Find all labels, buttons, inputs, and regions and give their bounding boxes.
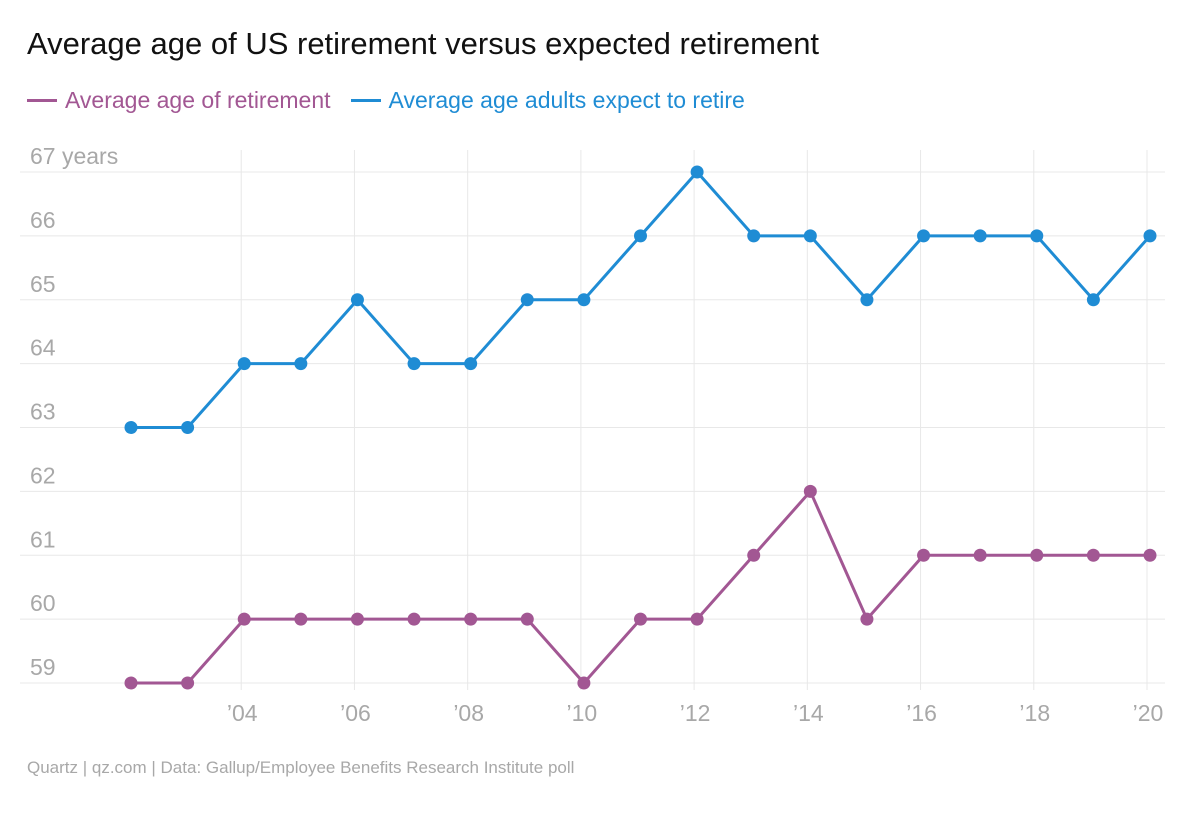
- data-point-series-1: [1143, 548, 1157, 562]
- x-tick-label: ’20: [1133, 700, 1164, 726]
- x-tick-label: ’10: [567, 700, 598, 726]
- chart-legend: Average age of retirement Average age ad…: [27, 87, 765, 114]
- data-point-series-1: [350, 612, 364, 626]
- data-point-series-2: [1086, 293, 1100, 307]
- data-point-series-2: [294, 357, 308, 371]
- data-point-series-1: [973, 548, 987, 562]
- x-tick-label: ’06: [340, 700, 371, 726]
- legend-label-retirement: Average age of retirement: [65, 87, 331, 113]
- data-point-series-1: [634, 612, 647, 626]
- x-tick-label: ’16: [906, 700, 937, 726]
- data-point-series-2: [690, 165, 704, 179]
- x-tick-label: ’08: [453, 700, 484, 726]
- data-point-series-2: [803, 229, 817, 243]
- data-point-series-1: [917, 548, 931, 562]
- data-point-series-2: [973, 229, 987, 243]
- y-tick-label: 60: [30, 590, 56, 616]
- data-point-series-1: [577, 676, 591, 690]
- data-point-series-2: [1143, 229, 1157, 243]
- data-point-series-1: [1086, 548, 1100, 562]
- legend-swatch-retirement: [27, 99, 57, 102]
- x-tick-label: ’04: [227, 700, 258, 726]
- y-tick-label: 61: [30, 526, 56, 552]
- data-point-series-1: [181, 676, 195, 690]
- data-point-series-2: [350, 293, 364, 307]
- data-point-series-2: [464, 357, 478, 371]
- data-point-series-1: [464, 612, 478, 626]
- data-point-series-1: [690, 612, 704, 626]
- legend-item-retirement: Average age of retirement: [27, 87, 331, 114]
- x-tick-label: ’18: [1019, 700, 1050, 726]
- data-point-series-2: [1030, 229, 1044, 243]
- data-point-series-2: [124, 421, 138, 434]
- data-point-series-1: [237, 612, 251, 626]
- data-point-series-2: [860, 293, 874, 307]
- y-tick-label: 65: [30, 271, 56, 297]
- x-tick-label: ’14: [793, 700, 824, 726]
- data-point-series-2: [917, 229, 931, 243]
- legend-item-expected: Average age adults expect to retire: [350, 87, 745, 114]
- data-point-series-1: [294, 612, 308, 626]
- series-line-1: [131, 489, 1150, 685]
- chart-title: Average age of US retirement versus expe…: [27, 26, 820, 61]
- data-point-series-1: [1030, 548, 1044, 562]
- source-note: Quartz | qz.com | Data: Gallup/Employee …: [27, 758, 575, 777]
- data-point-series-2: [634, 229, 647, 243]
- legend-swatch-expected: [350, 99, 381, 102]
- data-point-series-1: [407, 612, 421, 626]
- y-tick-label: 62: [30, 462, 56, 488]
- data-point-series-2: [407, 357, 421, 371]
- data-point-series-1: [803, 484, 817, 498]
- y-tick-label: 59: [30, 654, 56, 680]
- y-tick-label: 64: [30, 335, 56, 361]
- y-tick-label: 66: [30, 207, 56, 233]
- data-point-series-2: [181, 421, 195, 434]
- data-point-series-1: [124, 676, 138, 690]
- y-tick-label: 67 years: [30, 143, 118, 169]
- legend-label-expected: Average age adults expect to retire: [388, 87, 745, 113]
- y-tick-label: 63: [30, 399, 56, 425]
- data-point-series-2: [577, 293, 591, 307]
- data-point-series-2: [747, 229, 761, 243]
- data-point-series-1: [520, 612, 534, 626]
- data-point-series-2: [520, 293, 534, 307]
- x-tick-label: ’12: [680, 700, 711, 726]
- data-point-series-1: [860, 612, 874, 626]
- data-point-series-1: [747, 548, 761, 562]
- data-point-series-2: [237, 357, 251, 371]
